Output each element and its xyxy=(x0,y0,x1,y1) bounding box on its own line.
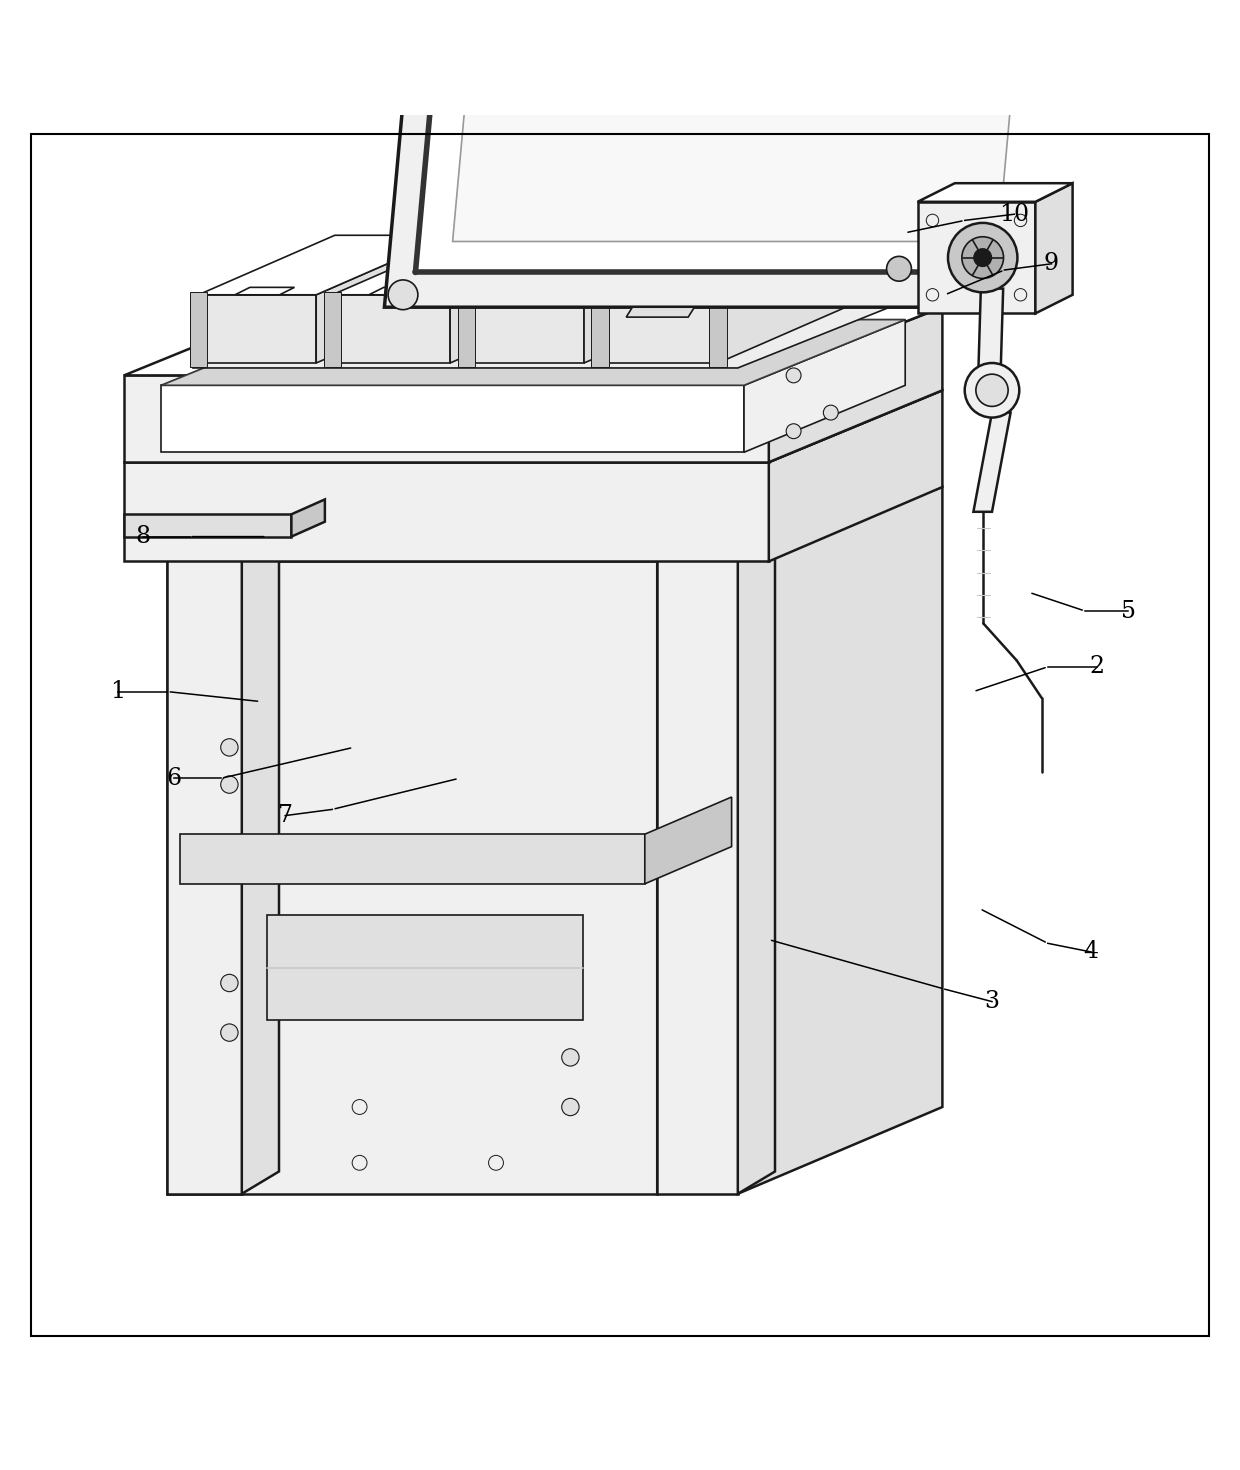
Circle shape xyxy=(352,1100,367,1114)
Circle shape xyxy=(562,1048,579,1066)
Polygon shape xyxy=(637,287,697,295)
Polygon shape xyxy=(332,295,450,363)
Circle shape xyxy=(786,423,801,438)
Circle shape xyxy=(352,1155,367,1170)
Polygon shape xyxy=(600,235,854,295)
Polygon shape xyxy=(167,562,657,1194)
Polygon shape xyxy=(198,235,453,295)
Polygon shape xyxy=(167,522,279,537)
Circle shape xyxy=(887,256,911,281)
Polygon shape xyxy=(180,833,645,883)
Circle shape xyxy=(221,975,238,992)
Polygon shape xyxy=(161,319,905,385)
Circle shape xyxy=(1014,215,1027,226)
Polygon shape xyxy=(324,293,341,366)
Polygon shape xyxy=(192,306,893,368)
Polygon shape xyxy=(124,390,942,462)
Text: 4: 4 xyxy=(1084,941,1099,963)
Polygon shape xyxy=(370,287,429,295)
Polygon shape xyxy=(242,522,279,1194)
Polygon shape xyxy=(744,319,905,453)
Polygon shape xyxy=(466,295,584,363)
Polygon shape xyxy=(626,307,694,318)
Polygon shape xyxy=(600,295,718,363)
Polygon shape xyxy=(267,914,583,1020)
Polygon shape xyxy=(124,375,769,462)
Circle shape xyxy=(221,739,238,756)
Polygon shape xyxy=(450,235,587,363)
Polygon shape xyxy=(453,0,1042,241)
Polygon shape xyxy=(384,0,973,307)
Text: 8: 8 xyxy=(135,525,150,548)
Polygon shape xyxy=(657,522,775,537)
Polygon shape xyxy=(977,288,1003,413)
Text: 7: 7 xyxy=(278,804,293,828)
Polygon shape xyxy=(657,537,738,1194)
Polygon shape xyxy=(124,462,769,562)
Polygon shape xyxy=(503,287,563,295)
Polygon shape xyxy=(458,293,475,366)
Circle shape xyxy=(926,288,939,301)
Text: 1: 1 xyxy=(110,681,125,703)
Polygon shape xyxy=(316,235,453,363)
Polygon shape xyxy=(161,385,744,453)
Polygon shape xyxy=(738,522,775,1194)
Polygon shape xyxy=(198,295,316,363)
Polygon shape xyxy=(415,0,1004,272)
Circle shape xyxy=(1014,288,1027,301)
Circle shape xyxy=(489,1155,503,1170)
Circle shape xyxy=(221,1025,238,1041)
Polygon shape xyxy=(657,487,942,1194)
Polygon shape xyxy=(236,287,295,295)
Circle shape xyxy=(786,368,801,382)
Polygon shape xyxy=(591,293,609,366)
Circle shape xyxy=(975,248,992,266)
Text: 5: 5 xyxy=(1121,600,1136,622)
Polygon shape xyxy=(930,0,1011,307)
Polygon shape xyxy=(918,184,1073,201)
Polygon shape xyxy=(291,500,325,537)
Polygon shape xyxy=(584,235,720,363)
Polygon shape xyxy=(769,307,942,462)
Circle shape xyxy=(388,279,418,310)
Circle shape xyxy=(976,375,1008,406)
Polygon shape xyxy=(918,201,1035,313)
Circle shape xyxy=(926,215,939,226)
Circle shape xyxy=(965,363,1019,417)
Polygon shape xyxy=(718,235,854,363)
Text: 10: 10 xyxy=(999,203,1029,226)
Text: 9: 9 xyxy=(1044,253,1059,275)
Polygon shape xyxy=(769,390,942,562)
Polygon shape xyxy=(124,307,942,375)
Polygon shape xyxy=(709,293,727,366)
Polygon shape xyxy=(466,235,720,295)
Circle shape xyxy=(562,1098,579,1116)
Circle shape xyxy=(221,776,238,794)
Circle shape xyxy=(962,237,1003,278)
Polygon shape xyxy=(124,514,291,537)
Circle shape xyxy=(947,223,1017,293)
Polygon shape xyxy=(190,293,207,366)
Text: 2: 2 xyxy=(1090,656,1105,678)
Polygon shape xyxy=(161,319,905,385)
Polygon shape xyxy=(1035,184,1073,313)
Polygon shape xyxy=(332,235,587,295)
Polygon shape xyxy=(973,413,1011,512)
Polygon shape xyxy=(645,797,732,883)
Text: 3: 3 xyxy=(985,991,999,1013)
Text: 6: 6 xyxy=(166,767,181,789)
Circle shape xyxy=(823,406,838,420)
Polygon shape xyxy=(167,537,242,1194)
